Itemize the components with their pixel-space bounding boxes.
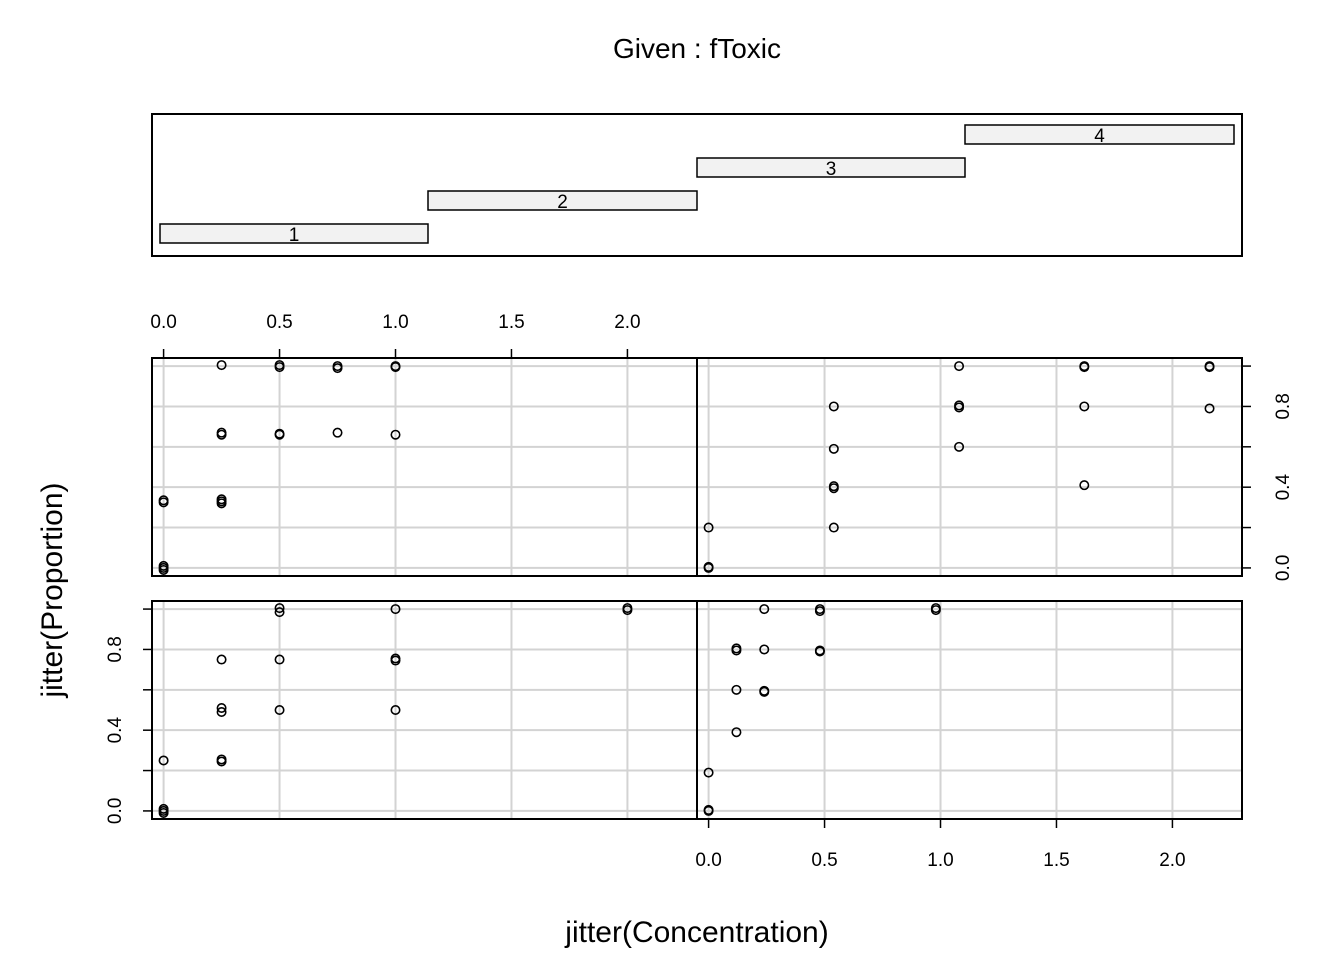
- x-tick-label-top: 1.0: [382, 312, 408, 333]
- data-point: [703, 767, 714, 778]
- panel-frame: [151, 357, 698, 577]
- data-point: [158, 803, 169, 814]
- x-tick-label-bottom: 1.0: [927, 850, 953, 871]
- given-panel: 1 2 3 4: [151, 113, 1243, 257]
- data-point: [954, 441, 965, 452]
- data-point: [390, 653, 401, 664]
- panel-bottom-left: [151, 600, 698, 820]
- given-bar-3: [696, 157, 966, 178]
- x-tick-label-top: 2.0: [614, 312, 640, 333]
- data-point: [703, 561, 714, 572]
- y-tick-label-left: 0.8: [105, 636, 126, 662]
- data-point: [216, 654, 227, 665]
- panel-top-right: [696, 357, 1243, 577]
- data-point: [216, 360, 227, 371]
- data-point: [158, 755, 169, 766]
- data-point: [1204, 403, 1215, 414]
- data-point: [274, 603, 285, 614]
- x-tick-label-bottom: 2.0: [1159, 850, 1185, 871]
- data-point: [622, 603, 633, 614]
- panel-frame: [696, 357, 1243, 577]
- data-point: [332, 427, 343, 438]
- data-point: [274, 360, 285, 371]
- data-point: [1079, 401, 1090, 412]
- given-bar-4: [964, 124, 1235, 145]
- given-bar-label: 4: [1094, 126, 1105, 147]
- data-point: [703, 804, 714, 815]
- data-point: [158, 564, 169, 575]
- y-tick-label-left: 0.4: [105, 717, 126, 744]
- data-point: [1079, 480, 1090, 491]
- data-point: [759, 604, 770, 615]
- y-tick-label-right: 0.4: [1273, 474, 1294, 501]
- main-panels: [151, 357, 1243, 820]
- panel-frame: [151, 600, 698, 820]
- data-point: [158, 560, 169, 571]
- data-point: [814, 604, 825, 615]
- chart-title: Given : fToxic: [613, 33, 781, 64]
- x-tick-label-top: 0.0: [150, 312, 176, 333]
- data-point: [274, 654, 285, 665]
- given-bar-1: [159, 223, 429, 244]
- data-point: [332, 361, 343, 372]
- data-point: [954, 400, 965, 411]
- data-point: [216, 754, 227, 765]
- data-point: [731, 727, 742, 738]
- y-tick-label-right: 0.8: [1273, 393, 1294, 419]
- data-point: [216, 427, 227, 438]
- data-point: [390, 704, 401, 715]
- data-point: [731, 643, 742, 654]
- x-tick-label-bottom: 0.0: [695, 850, 721, 871]
- data-point: [1079, 361, 1090, 372]
- data-point: [274, 428, 285, 439]
- data-point: [814, 645, 825, 656]
- x-axis-title: jitter(Concentration): [564, 916, 828, 949]
- data-point: [1204, 361, 1215, 372]
- data-point: [828, 481, 839, 492]
- data-point: [828, 401, 839, 412]
- data-point: [828, 522, 839, 533]
- given-panel-frame: [151, 113, 1243, 257]
- data-point: [158, 495, 169, 506]
- data-point: [216, 702, 227, 713]
- data-point: [828, 443, 839, 454]
- given-bar-label: 3: [826, 159, 837, 180]
- data-point: [390, 429, 401, 440]
- data-point: [390, 361, 401, 372]
- axes: 0.0 0.5 1.0 1.5 2.0 0.0 0.5 1.0 1.5 2.0 0.0 0.4 0.8 0…: [105, 312, 1294, 871]
- data-point: [759, 644, 770, 655]
- panel-bottom-right: [696, 600, 1243, 820]
- y-axis-title: jitter(Proportion): [36, 482, 69, 698]
- panel-top-left: [151, 357, 698, 577]
- data-point: [216, 494, 227, 505]
- y-tick-label-right: 0.0: [1273, 555, 1294, 581]
- data-point: [731, 684, 742, 695]
- data-point: [703, 522, 714, 533]
- data-point: [390, 604, 401, 615]
- x-tick-label-top: 1.5: [498, 312, 524, 333]
- data-point: [759, 685, 770, 696]
- data-point: [158, 807, 169, 818]
- given-bar-label: 2: [557, 192, 568, 213]
- given-bar-label: 1: [289, 225, 300, 246]
- data-point: [930, 603, 941, 614]
- x-tick-label-bottom: 0.5: [811, 850, 837, 871]
- data-point: [216, 707, 227, 718]
- given-bar-2: [427, 190, 698, 211]
- data-point: [954, 361, 965, 372]
- y-tick-label-left: 0.0: [105, 798, 126, 824]
- x-tick-label-bottom: 1.5: [1043, 850, 1069, 871]
- data-point: [274, 704, 285, 715]
- data-point: [274, 607, 285, 618]
- x-tick-label-top: 0.5: [266, 312, 292, 333]
- panel-frame: [696, 600, 1243, 820]
